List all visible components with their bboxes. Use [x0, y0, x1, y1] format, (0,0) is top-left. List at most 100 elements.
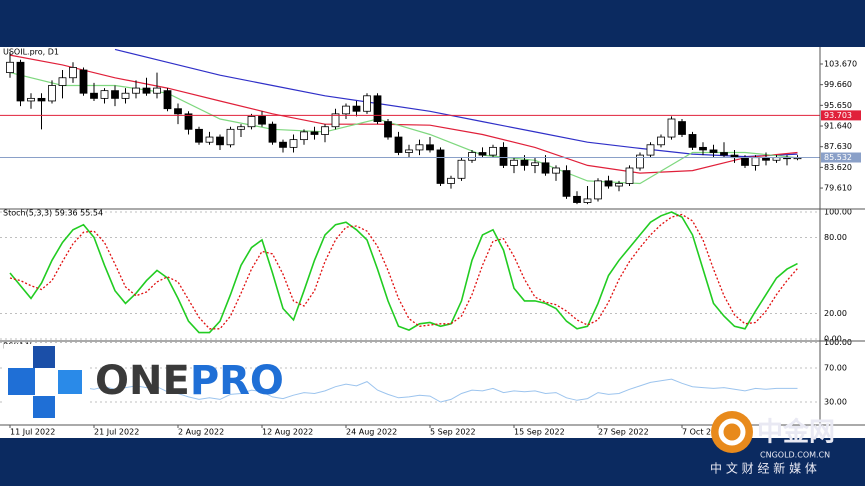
- candle-body: [447, 177, 455, 184]
- candle-body: [268, 123, 277, 143]
- candle-body: [510, 159, 518, 166]
- logo-text: ONEPRO: [95, 358, 284, 404]
- candle-body: [699, 146, 707, 151]
- candle-body: [163, 90, 172, 110]
- y-tick-label: 100.00: [824, 338, 852, 347]
- price-label-box: [821, 110, 861, 121]
- candle-body: [258, 116, 266, 125]
- logo-square: [8, 368, 35, 395]
- x-tick-label: 12 Aug 2022: [262, 428, 313, 437]
- candle-body: [6, 61, 14, 73]
- candle-body: [300, 131, 308, 141]
- candle-body: [132, 87, 140, 94]
- candle-body: [69, 67, 77, 79]
- candle-body: [342, 105, 350, 115]
- watermark-icon: [718, 418, 746, 446]
- candle-body: [720, 152, 728, 156]
- y-tick-label: 87.630: [824, 142, 852, 151]
- candle-body: [646, 144, 655, 156]
- x-tick-label: 5 Sep 2022: [430, 428, 476, 437]
- candle-body: [310, 131, 319, 135]
- watermark-slogan: 中 文 财 经 新 媒 体: [710, 461, 817, 476]
- candle-body: [373, 95, 382, 122]
- candle-body: [48, 85, 56, 102]
- candle-body: [58, 77, 67, 86]
- y-tick-label: 79.610: [824, 184, 852, 193]
- candle-body: [184, 113, 193, 130]
- candle-body: [205, 136, 214, 143]
- cngold-watermark: 中金网 CNGOLD.COM.CN 中 文 财 经 新 媒 体: [710, 411, 835, 476]
- x-tick-label: 7 Oct 2022: [682, 428, 726, 437]
- y-tick-label: 80.00: [824, 233, 847, 242]
- candle-body: [174, 108, 182, 115]
- x-tick-label: 11 Jul 2022: [10, 428, 55, 437]
- candle-body: [195, 128, 203, 143]
- stoch-label: Stoch(5,3,3) 59.36 55.54: [3, 209, 103, 218]
- plot: 103.670 99.660 95.650 91.640 87.630 83.620 79.…: [0, 48, 861, 437]
- y-tick-label: 70.00: [824, 364, 847, 373]
- candle-body: [583, 198, 592, 203]
- candle-body: [615, 183, 623, 187]
- x-tick-label: 15 Sep 2022: [514, 428, 565, 437]
- x-tick-label: 21 Jul 2022: [94, 428, 139, 437]
- logo-square: [33, 346, 55, 368]
- candle-body: [394, 136, 403, 153]
- rsi-line: [9, 378, 798, 403]
- candle-body: [741, 157, 749, 166]
- logo-square: [58, 370, 82, 394]
- moving-average: [9, 54, 798, 174]
- x-tick-label: 24 Aug 2022: [346, 428, 397, 437]
- candle-body: [573, 195, 581, 203]
- candle-body: [468, 152, 476, 161]
- y-tick-label: 0.00: [824, 335, 842, 344]
- candle-body: [426, 144, 434, 151]
- candle-body: [625, 167, 634, 184]
- candle-body: [667, 118, 676, 138]
- candle-body: [657, 136, 665, 146]
- price-label: 93.703: [824, 111, 852, 120]
- y-tick-label: 103.670: [824, 59, 857, 68]
- onepro-logo: ONEPRO: [4, 344, 284, 422]
- candle-body: [16, 61, 25, 102]
- candle-body: [289, 139, 298, 148]
- candle-body: [321, 126, 329, 135]
- candle-body: [594, 180, 602, 200]
- price-label-box: [821, 152, 861, 163]
- candle-body: [688, 134, 697, 148]
- y-tick-label: 95.650: [824, 101, 852, 110]
- candle-body: [216, 136, 224, 146]
- candle-body: [363, 95, 371, 112]
- y-tick-label: 91.640: [824, 122, 852, 131]
- price-label: 85.532: [824, 153, 852, 162]
- candle-body: [352, 105, 361, 112]
- candle-body: [121, 92, 130, 99]
- candle-body: [436, 149, 445, 184]
- candle-body: [331, 113, 340, 128]
- x-tick-label: 2 Aug 2022: [178, 428, 224, 437]
- candle-body: [27, 97, 35, 102]
- candle-body: [384, 121, 392, 138]
- candle-body: [709, 149, 718, 153]
- candle-body: [37, 97, 46, 102]
- moving-average: [9, 72, 798, 185]
- candle-body: [531, 162, 539, 166]
- logo-pro: PRO: [190, 358, 284, 404]
- candle-body: [279, 141, 287, 148]
- watermark-icon: [711, 411, 753, 453]
- candle-body: [111, 90, 119, 99]
- candle-body: [541, 162, 550, 174]
- logo-square: [33, 396, 55, 418]
- candle-body: [604, 180, 613, 187]
- candle-body: [79, 69, 88, 94]
- main-panel: [6, 48, 802, 205]
- candle-body: [520, 159, 529, 166]
- candle-body: [678, 121, 686, 135]
- y-tick-label: 83.620: [824, 163, 852, 172]
- candle-body: [751, 157, 760, 166]
- logo-one: ONE: [95, 358, 190, 404]
- candle-body: [153, 87, 161, 94]
- y-tick-label: 20.00: [824, 309, 847, 318]
- candle-body: [552, 167, 560, 174]
